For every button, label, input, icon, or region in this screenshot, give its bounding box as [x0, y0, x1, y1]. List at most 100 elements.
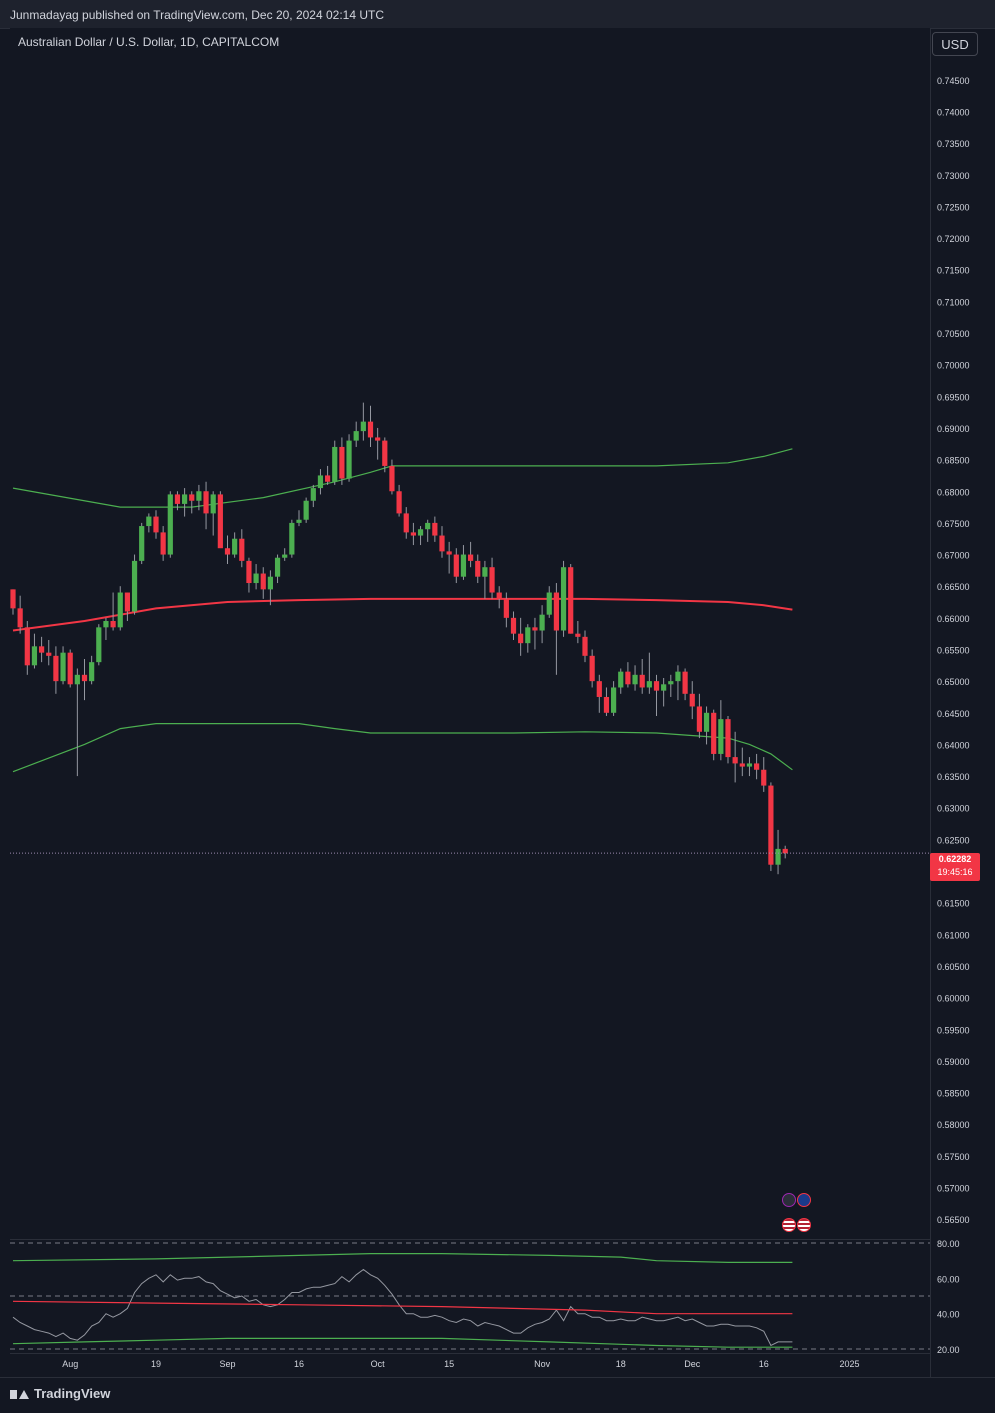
time-tick-label: Nov [534, 1359, 551, 1369]
currency-button[interactable]: USD [932, 32, 978, 56]
candle-body [10, 589, 16, 609]
candle-body [439, 535, 445, 552]
candle-body [203, 491, 209, 514]
price-tick-label: 0.61000 [937, 930, 970, 940]
candle-body [67, 652, 73, 685]
candle-body [711, 712, 717, 754]
candle-body [274, 557, 281, 577]
rsi-tick-label: 60.00 [937, 1274, 960, 1284]
candle-body [675, 671, 681, 682]
tradingview-logo[interactable]: TradingView [10, 1386, 110, 1401]
candle-body [131, 560, 138, 612]
candle-body [60, 652, 66, 682]
time-tick-label: Aug [62, 1359, 78, 1369]
candle-body [353, 431, 359, 441]
price-tick-label: 0.67000 [937, 551, 970, 561]
au-flag-icon[interactable] [797, 1193, 811, 1207]
price-tick-label: 0.71000 [937, 297, 970, 307]
candle-body [525, 627, 531, 644]
time-tick-label: 2025 [840, 1359, 860, 1369]
candle-body [618, 671, 624, 688]
us-flag-icon[interactable] [797, 1218, 811, 1232]
rsi-basis-line [12, 1300, 793, 1315]
symbol-title[interactable]: Australian Dollar / U.S. Dollar, 1D, CAP… [18, 35, 280, 49]
candle-body [110, 621, 116, 628]
candle-body [568, 567, 574, 634]
candle-body [539, 614, 545, 631]
candle-body [389, 465, 395, 492]
rsi-tick-label: 80.00 [937, 1239, 960, 1249]
candle-body [768, 785, 774, 865]
price-tick-label: 0.72500 [937, 202, 970, 212]
candle-body [746, 763, 753, 767]
candle-body [410, 532, 416, 536]
candle-body [89, 662, 95, 682]
price-tick-label: 0.68000 [937, 487, 970, 497]
price-tick-label: 0.58500 [937, 1089, 970, 1099]
us-flag-icon[interactable] [782, 1218, 796, 1232]
time-tick-label: 15 [444, 1359, 454, 1369]
candle-body [653, 681, 660, 691]
chart-pane[interactable] [10, 28, 930, 1238]
candle-body [603, 696, 610, 713]
lower-band-line [12, 723, 793, 773]
tradingview-logo-icon [10, 1388, 30, 1400]
footer-bar [0, 1377, 995, 1413]
price-tick-label: 0.66500 [937, 582, 970, 592]
candle-body [725, 719, 731, 758]
price-tick-label: 0.57000 [937, 1184, 970, 1194]
candle-body [739, 763, 745, 767]
time-tick-label: Oct [371, 1359, 386, 1369]
events-flag-icon[interactable] [782, 1193, 796, 1207]
candle-body [532, 627, 538, 631]
candle-body [625, 671, 631, 685]
price-tick-label: 0.59000 [937, 1057, 970, 1067]
candle-body [167, 494, 173, 555]
price-tick-label: 0.60000 [937, 994, 970, 1004]
price-tick-label: 0.68500 [937, 456, 970, 466]
candle-body [425, 522, 431, 530]
candle-body [224, 548, 231, 555]
candle-body [246, 560, 252, 584]
candle-body [446, 551, 452, 555]
candle-body [217, 494, 223, 549]
published-info: Junmadayag published on TradingView.com,… [10, 8, 385, 22]
candle-body [81, 674, 88, 682]
candle-body [632, 674, 638, 685]
candle-body [103, 621, 109, 628]
price-tick-label: 0.63000 [937, 804, 970, 814]
candle-body [17, 608, 23, 628]
candle-body [196, 491, 202, 501]
candle-body [496, 592, 502, 599]
price-tick-label: 0.63500 [937, 772, 970, 782]
candle-body [596, 681, 602, 697]
candle-body [661, 684, 667, 691]
time-tick-label: 16 [759, 1359, 769, 1369]
candle-body [403, 513, 409, 533]
candle-body [639, 674, 645, 688]
candle-body [682, 671, 688, 694]
candle-body [582, 636, 588, 656]
candle-body [546, 592, 552, 615]
current-price-tag: 0.62282 19:45:16 [930, 853, 980, 881]
price-tick-label: 0.73000 [937, 171, 970, 181]
candle-body [668, 681, 674, 685]
candle-body [267, 576, 273, 590]
price-tick-label: 0.69000 [937, 424, 970, 434]
candle-body [117, 592, 123, 628]
candle-body [518, 633, 524, 644]
price-tick-label: 0.70500 [937, 329, 970, 339]
rsi-lower-band [12, 1337, 793, 1348]
candle-body [96, 627, 102, 663]
tradingview-logo-text: TradingView [34, 1386, 111, 1401]
price-tick-label: 0.60500 [937, 962, 970, 972]
time-tick-label: 18 [616, 1359, 626, 1369]
candle-body [160, 532, 166, 555]
price-tick-label: 0.69500 [937, 392, 970, 402]
price-tick-label: 0.67500 [937, 519, 970, 529]
candle-body [260, 573, 266, 590]
candle-body [575, 633, 581, 637]
candle-body [417, 529, 424, 536]
price-tick-label: 0.61500 [937, 899, 970, 909]
